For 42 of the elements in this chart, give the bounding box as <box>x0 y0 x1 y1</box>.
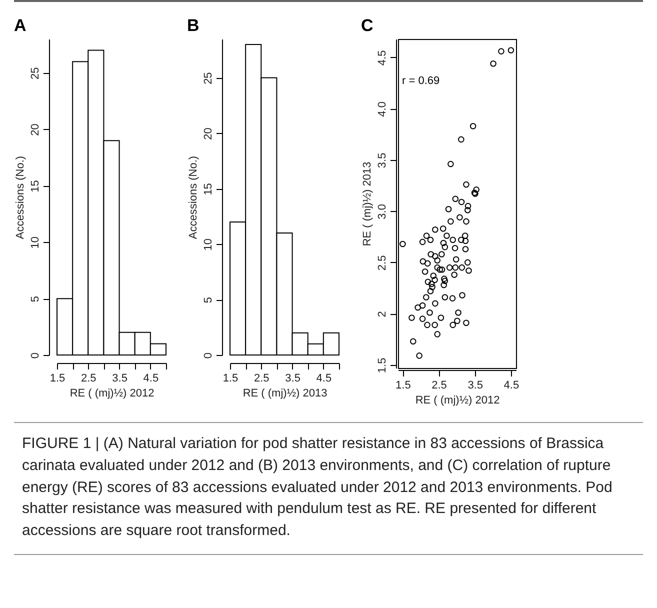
x-tick-label: 4.5 <box>316 372 332 384</box>
annotation: r = 0.69 <box>402 75 440 87</box>
y-tick-label: 20 <box>202 128 214 140</box>
caption: FIGURE 1 | (A) Natural variation for pod shatter resistance in 83 accessions of Brassica carinata evaluated under 2012 and (B) 2013 environments, and (C) correlation of rupture energy (RE) scores of 83 accessions evaluated under 2012 and 2013 environments. Pod shatter resistance was measured with pendulum test as RE. RE presented for different accessions are square root transformed. <box>14 422 643 555</box>
y-tick-label: 15 <box>202 183 214 196</box>
y-tick-label: 5 <box>30 296 42 302</box>
x-tick-label: 2.5 <box>432 380 447 392</box>
y-tick-label: 15 <box>30 180 42 192</box>
x-tick-label: 3.5 <box>468 380 484 392</box>
chart-title: A <box>14 16 26 35</box>
y-tick-label: 10 <box>202 238 214 251</box>
x-tick-label: 3.5 <box>112 372 128 384</box>
x-tick-label: 1.5 <box>396 380 411 392</box>
y-tick-label: 3.5 <box>376 152 388 168</box>
y-tick-label: 2 <box>376 311 388 318</box>
y-tick-label: 10 <box>30 236 42 249</box>
x-axis-title: RE ( (mj)½) 2013 <box>242 388 328 400</box>
y-tick-label: 25 <box>202 72 214 84</box>
x-tick-label: 3.5 <box>285 372 300 384</box>
y-tick-label: 1.5 <box>376 358 388 374</box>
y-tick-label: 3.0 <box>376 204 388 220</box>
x-tick-label: 4.5 <box>143 372 159 384</box>
y-tick-label: 25 <box>30 67 42 80</box>
y-tick-label: 20 <box>30 124 42 136</box>
y-tick-label: 2.5 <box>376 255 388 271</box>
y-tick-label: 0 <box>30 352 42 359</box>
y-tick-label: 0 <box>202 352 214 359</box>
x-tick-label: 1.5 <box>50 372 66 384</box>
x-tick-label: 2.5 <box>254 372 270 384</box>
chart-title: B <box>187 16 200 35</box>
x-axis-title: RE ( (mj)½) 2012 <box>70 388 154 400</box>
y-tick-label: 4.0 <box>376 102 388 117</box>
y-axis-title: Accessions (No.) <box>188 156 200 240</box>
y-tick-label: 5 <box>202 297 214 304</box>
x-tick-label: 4.5 <box>504 380 520 392</box>
y-axis-title: RE ( (mj)½) 2013 <box>362 162 374 246</box>
x-tick-label: 2.5 <box>80 372 96 384</box>
x-axis-title: RE ( (mj)½) 2012 <box>415 394 500 406</box>
x-tick-label: 1.5 <box>222 372 238 384</box>
chart-title: C <box>361 16 374 35</box>
y-axis-title: Accessions (No.) <box>14 156 26 240</box>
y-tick-label: 4.5 <box>376 50 388 66</box>
